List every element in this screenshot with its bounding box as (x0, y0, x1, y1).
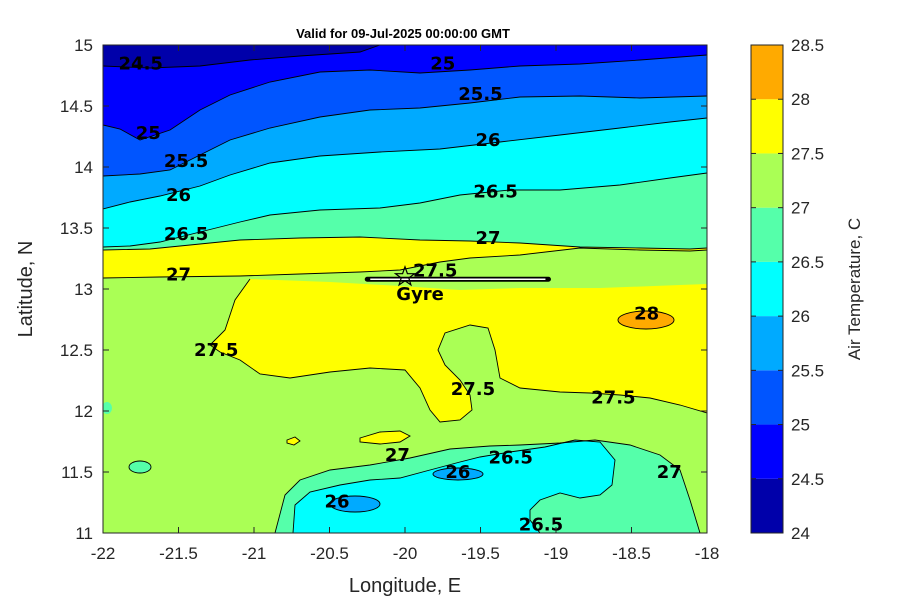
contour-label: 26.5 (519, 514, 563, 535)
colorbar-title: Air Temperature, C (845, 218, 864, 360)
contour-label: 24.5 (119, 53, 163, 74)
y-tick-label: 11 (75, 524, 93, 543)
x-tick-label: -19 (544, 544, 569, 563)
contour-label: 27.5 (194, 340, 238, 361)
contour-label: 25.5 (164, 151, 208, 172)
contour-label: 26 (325, 491, 350, 512)
band-27.5-28-central (210, 279, 707, 422)
y-tick-label: 13 (74, 280, 93, 299)
contour-label: 26.5 (164, 224, 208, 245)
contour-label: 27.5 (591, 388, 635, 409)
gyre-label: Gyre (396, 284, 444, 305)
colorbar: 24 24.5 25 25.5 26 26.5 27 27.5 28 28.5 (750, 36, 824, 543)
x-tick-label: -21 (242, 544, 267, 563)
x-tick-label: -18 (695, 544, 720, 563)
x-tick-label: -20 (393, 544, 418, 563)
gyre-star-marker (393, 264, 417, 287)
contour-label: 27.5 (413, 261, 457, 282)
colorbar-swatch (751, 316, 783, 371)
contour-label: 28 (634, 303, 659, 324)
contour-label: 25 (430, 53, 455, 74)
colorbar-tick-label: 26.5 (791, 253, 824, 272)
contour-label: 27.5 (451, 379, 495, 400)
annotations: Gyre (364, 264, 551, 305)
colorbar-swatch (751, 424, 783, 479)
temperature-field (103, 45, 707, 533)
x-tick-label: -19.5 (461, 544, 500, 563)
x-tick-label: -21.5 (159, 544, 198, 563)
x-tick-label: -20.5 (310, 544, 349, 563)
contour-label: 27 (385, 445, 410, 466)
band-24.5-25 (103, 45, 707, 140)
y-tick-label: 13.5 (60, 219, 93, 238)
contour-label: 26 (166, 185, 191, 206)
colorbar-tick-label: 26 (791, 307, 810, 326)
colorbar-swatch (751, 99, 783, 154)
colorbar-tick-label: 24 (791, 524, 810, 543)
contour-label: 27 (657, 462, 682, 483)
colorbar-swatch (751, 478, 783, 533)
band-28-28.5-spot (618, 311, 674, 329)
contour-label: 26 (476, 130, 501, 151)
y-tick-label: 12 (74, 402, 93, 421)
colorbar-tick-label: 24.5 (791, 470, 824, 489)
contour-label: 25.5 (458, 84, 502, 105)
contour-lines (103, 45, 707, 533)
y-tick-label: 15 (74, 36, 93, 55)
y-axis-title: Latitude, N (15, 241, 37, 338)
band-26.5-27-blob-c (685, 375, 707, 393)
colorbar-tick-label: 25 (791, 416, 810, 435)
contour-label: 26.5 (488, 447, 532, 468)
y-axis-ticks: 11 11.5 12 12.5 13 13.5 14 14.5 15 (60, 36, 707, 543)
colorbar-tick-label: 27 (791, 199, 810, 218)
x-tick-label: -18.5 (612, 544, 651, 563)
colorbar-swatch (751, 370, 783, 425)
colorbar-frame (750, 44, 784, 534)
colorbar-tick-label: 28.5 (791, 36, 824, 55)
colorbar-swatch (751, 153, 783, 208)
band-26.5-27-blob-a (129, 461, 151, 473)
contour-label: 27 (476, 228, 501, 249)
colorbar-tick-label: 27.5 (791, 144, 824, 163)
colorbar-tick-label: 25.5 (791, 361, 824, 380)
band-24-24.5 (103, 45, 380, 68)
colorbar-swatch (751, 261, 783, 317)
y-tick-label: 14.5 (60, 97, 93, 116)
x-axis-ticks: -22 -21.5 -21 -20.5 -20 -19.5 -19 -18.5 -18 (91, 45, 720, 563)
contour-label: 27 (166, 264, 191, 285)
chart-title: Valid for 09-Jul-2025 00:00:00 GMT (296, 26, 510, 41)
y-tick-label: 11.5 (61, 463, 93, 482)
x-axis-title: Longitude, E (349, 575, 461, 597)
y-tick-label: 14 (74, 158, 93, 177)
contour-label: 26 (445, 462, 470, 483)
band-25.5-26-spot-a (330, 496, 380, 512)
y-tick-label: 12.5 (60, 341, 93, 360)
contour-label: 25 (136, 123, 161, 144)
colorbar-swatch (751, 207, 783, 262)
colorbar-tick-label: 28 (791, 90, 810, 109)
contour-label: 26.5 (473, 181, 517, 202)
x-tick-label: -22 (91, 544, 116, 563)
colorbar-swatch (751, 45, 783, 100)
band-25.5-26-spot-b (433, 468, 483, 480)
